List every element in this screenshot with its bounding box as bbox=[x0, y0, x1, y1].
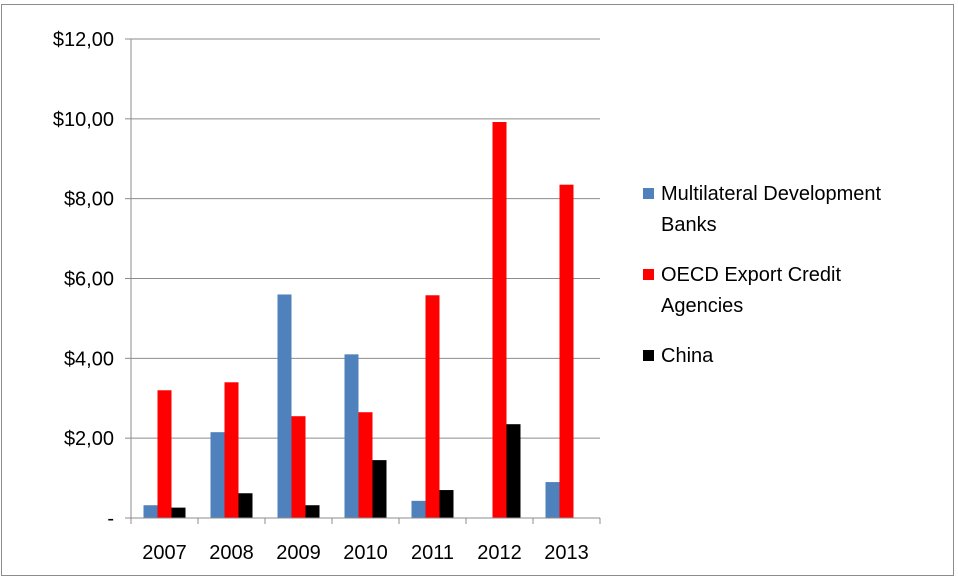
bar bbox=[439, 490, 454, 518]
x-tick-label: 2011 bbox=[411, 542, 454, 564]
bar bbox=[171, 507, 186, 518]
bar bbox=[545, 482, 560, 518]
tick-labels: - $2,00 $4,00 $6,00 $8,00 $10,00 $12,00 2007 200… bbox=[53, 29, 589, 564]
legend-swatch bbox=[643, 350, 654, 361]
legend-label: Multilateral Development bbox=[661, 183, 882, 205]
bars bbox=[143, 122, 574, 518]
y-tick-label: - bbox=[107, 508, 114, 530]
bar bbox=[559, 184, 574, 518]
gridlines bbox=[131, 38, 600, 439]
y-tick-label: $6,00 bbox=[64, 269, 114, 291]
x-tick-label: 2007 bbox=[142, 542, 187, 564]
legend-label: OECD Export Credit bbox=[661, 264, 841, 286]
bar bbox=[143, 505, 158, 518]
y-tick-label: $4,00 bbox=[64, 348, 114, 370]
legend-swatch bbox=[643, 269, 654, 280]
y-tick-label: $12,00 bbox=[53, 29, 114, 51]
x-tick-label: 2008 bbox=[209, 542, 254, 564]
bar bbox=[425, 295, 440, 518]
bar bbox=[210, 432, 225, 518]
bar bbox=[157, 390, 172, 518]
bar bbox=[344, 354, 359, 518]
y-tick-label: $10,00 bbox=[53, 109, 114, 131]
x-tick-label: 2009 bbox=[276, 542, 321, 564]
bar bbox=[358, 412, 373, 518]
y-tick-label: $2,00 bbox=[64, 428, 114, 450]
y-tick-label: $8,00 bbox=[64, 189, 114, 211]
bar bbox=[411, 500, 426, 518]
bar bbox=[492, 122, 507, 518]
axes bbox=[125, 38, 601, 524]
legend-label: Banks bbox=[661, 214, 717, 236]
x-tick-label: 2013 bbox=[544, 542, 589, 564]
x-tick-label: 2012 bbox=[477, 542, 522, 564]
bar bbox=[305, 505, 320, 518]
bar bbox=[238, 493, 253, 518]
x-tick-label: 2010 bbox=[343, 542, 388, 564]
bar bbox=[372, 460, 387, 518]
bar bbox=[224, 382, 239, 518]
legend-label: Agencies bbox=[661, 295, 743, 317]
bar bbox=[506, 424, 521, 518]
bar bbox=[277, 294, 292, 518]
legend-swatch bbox=[643, 188, 654, 199]
legend: Multilateral Development Banks OECD Export… bbox=[643, 183, 882, 367]
legend-label: China bbox=[661, 345, 714, 367]
bar bbox=[291, 416, 306, 518]
